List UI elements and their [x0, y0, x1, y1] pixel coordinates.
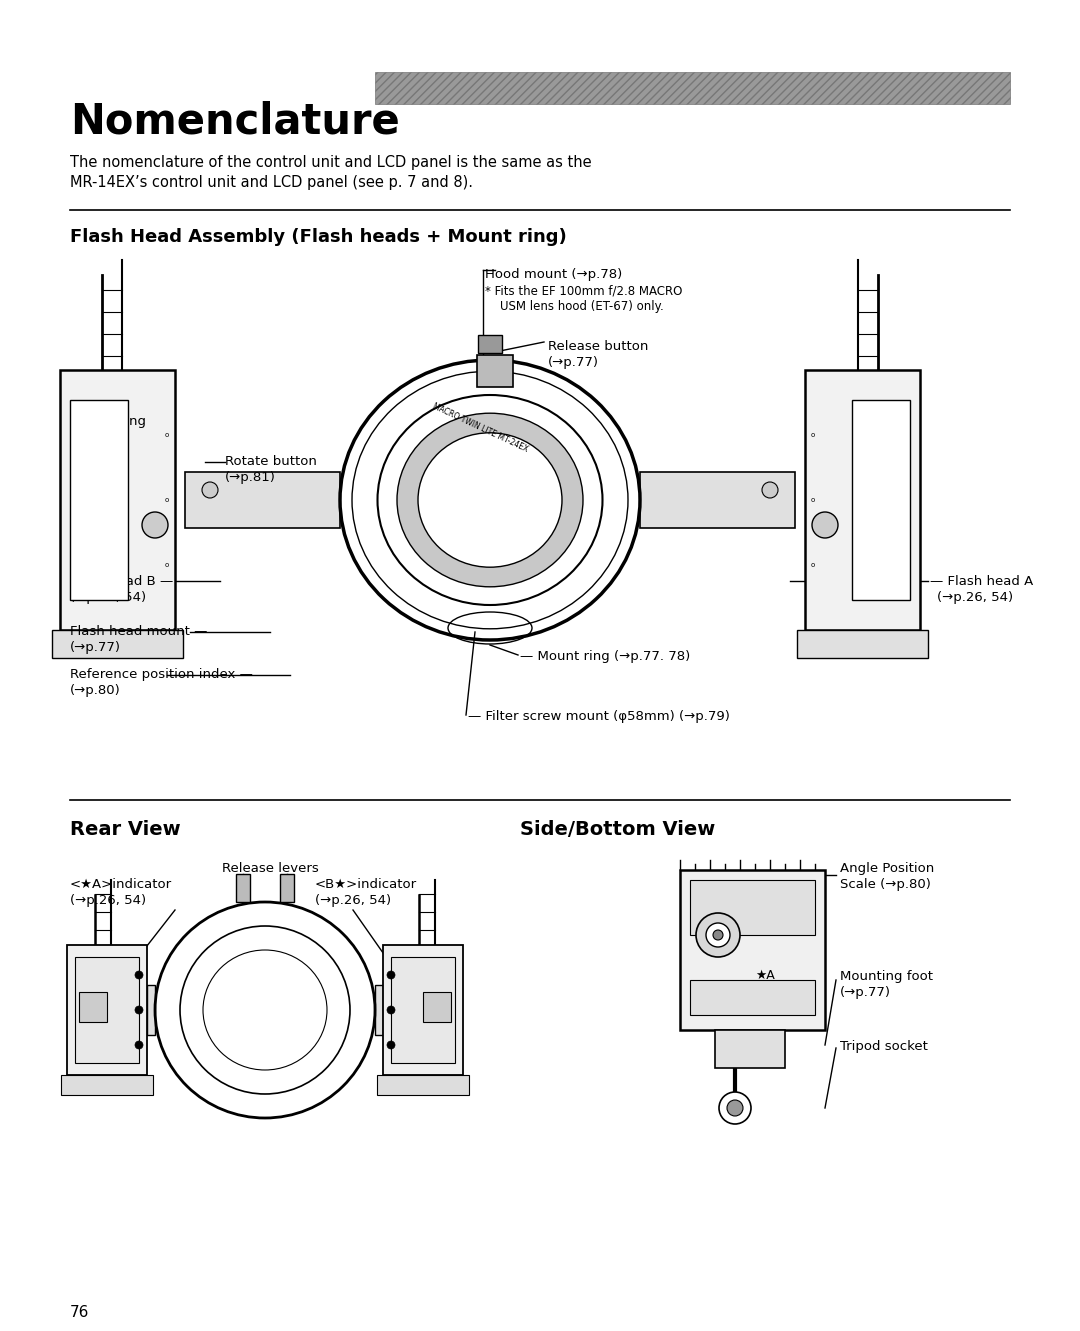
Circle shape — [387, 1006, 395, 1014]
Bar — [377, 1075, 469, 1095]
Text: MR-14EX’s control unit and LCD panel (see p. 7 and 8).: MR-14EX’s control unit and LCD panel (se… — [70, 174, 473, 190]
Circle shape — [727, 1099, 743, 1115]
Text: (→p.20): (→p.20) — [70, 502, 121, 515]
Text: Flash head mount —: Flash head mount — — [70, 626, 207, 638]
Bar — [52, 630, 183, 658]
Text: (→p.81): (→p.81) — [225, 471, 275, 484]
Text: Rear View: Rear View — [70, 820, 180, 839]
Text: (→p.80): (→p.80) — [70, 684, 121, 697]
Text: Connecting: Connecting — [70, 415, 146, 429]
Text: Mounting foot: Mounting foot — [840, 970, 933, 984]
Text: o: o — [811, 562, 815, 568]
Text: Flash Head Assembly (Flash heads + Mount ring): Flash Head Assembly (Flash heads + Mount… — [70, 228, 567, 246]
Text: Rotate button: Rotate button — [225, 455, 316, 469]
Bar — [797, 630, 928, 658]
Bar — [185, 473, 340, 528]
Text: (→p.77): (→p.77) — [548, 355, 599, 369]
Text: o: o — [165, 562, 170, 568]
Bar — [423, 992, 451, 1022]
Text: 76: 76 — [70, 1304, 90, 1320]
Bar — [375, 72, 1010, 104]
Text: Angle Position: Angle Position — [840, 862, 934, 874]
Text: Focusing: Focusing — [70, 470, 129, 483]
Text: — Flash head A: — Flash head A — [930, 575, 1034, 588]
Text: The nomenclature of the control unit and LCD panel is the same as the: The nomenclature of the control unit and… — [70, 154, 592, 170]
Text: Reference position index —: Reference position index — — [70, 668, 253, 681]
Text: <★A>indicator: <★A>indicator — [70, 878, 172, 890]
Bar — [60, 1075, 153, 1095]
Text: MACRO TWIN LITE MT-24EX: MACRO TWIN LITE MT-24EX — [431, 402, 529, 454]
Bar — [70, 401, 129, 600]
Text: o: o — [811, 496, 815, 503]
Circle shape — [135, 972, 143, 980]
Circle shape — [812, 512, 838, 538]
Text: Nomenclature: Nomenclature — [70, 100, 400, 142]
Text: Hood mount (→p.78): Hood mount (→p.78) — [485, 268, 622, 281]
Text: Flash head B —: Flash head B — — [70, 575, 173, 588]
Bar — [680, 870, 825, 1030]
Circle shape — [141, 512, 168, 538]
Text: cord: cord — [70, 431, 99, 445]
Text: (→p.77): (→p.77) — [70, 642, 121, 654]
Bar — [237, 874, 249, 902]
Text: (→p.26, 54): (→p.26, 54) — [70, 894, 146, 906]
Circle shape — [719, 1091, 751, 1123]
Text: B★: B★ — [429, 1000, 445, 1010]
Bar — [383, 945, 463, 1075]
Text: o: o — [165, 433, 170, 438]
Text: USM lens hood (ET-67) only.: USM lens hood (ET-67) only. — [500, 299, 664, 313]
Text: — Filter screw mount (φ58mm) (→p.79): — Filter screw mount (φ58mm) (→p.79) — [468, 709, 730, 723]
Bar — [690, 980, 815, 1016]
Text: * Fits the EF 100mm f/2.8 MACRO: * Fits the EF 100mm f/2.8 MACRO — [485, 284, 683, 297]
Text: o: o — [811, 433, 815, 438]
Bar — [67, 945, 147, 1075]
Bar — [375, 985, 383, 1036]
Text: (→p.26, 54): (→p.26, 54) — [315, 894, 391, 906]
Ellipse shape — [397, 413, 583, 587]
Bar — [75, 957, 139, 1063]
Text: Side/Bottom View: Side/Bottom View — [519, 820, 715, 839]
Text: Scale (→p.80): Scale (→p.80) — [840, 878, 931, 890]
Bar — [477, 355, 513, 387]
Text: lamp: lamp — [70, 486, 104, 499]
Text: Release button: Release button — [548, 339, 648, 353]
Circle shape — [762, 482, 778, 498]
Text: <B★>indicator: <B★>indicator — [315, 878, 417, 890]
Bar — [280, 874, 294, 902]
Circle shape — [387, 972, 395, 980]
Text: (→p.26, 54): (→p.26, 54) — [70, 591, 146, 604]
Bar — [60, 370, 175, 630]
Text: o: o — [165, 496, 170, 503]
Text: ★A: ★A — [755, 969, 774, 981]
Bar — [147, 985, 156, 1036]
Bar — [805, 370, 920, 630]
Bar — [690, 880, 815, 934]
Circle shape — [202, 482, 218, 498]
Text: (→p.77): (→p.77) — [840, 986, 891, 1000]
Bar — [478, 335, 502, 353]
Text: (→p.26, 54): (→p.26, 54) — [937, 591, 1013, 604]
Circle shape — [713, 930, 723, 940]
Bar — [79, 992, 107, 1022]
Text: Release levers: Release levers — [221, 862, 319, 874]
Circle shape — [135, 1041, 143, 1049]
Circle shape — [135, 1006, 143, 1014]
Bar — [391, 957, 455, 1063]
Text: Tripod socket: Tripod socket — [840, 1040, 928, 1053]
Bar — [640, 473, 795, 528]
Circle shape — [387, 1041, 395, 1049]
Circle shape — [696, 913, 740, 957]
Circle shape — [706, 922, 730, 946]
Text: — Mount ring (→p.77. 78): — Mount ring (→p.77. 78) — [519, 650, 690, 663]
Ellipse shape — [418, 433, 562, 567]
Text: ★A: ★A — [85, 1000, 100, 1010]
Bar — [852, 401, 910, 600]
Bar — [715, 1030, 785, 1067]
